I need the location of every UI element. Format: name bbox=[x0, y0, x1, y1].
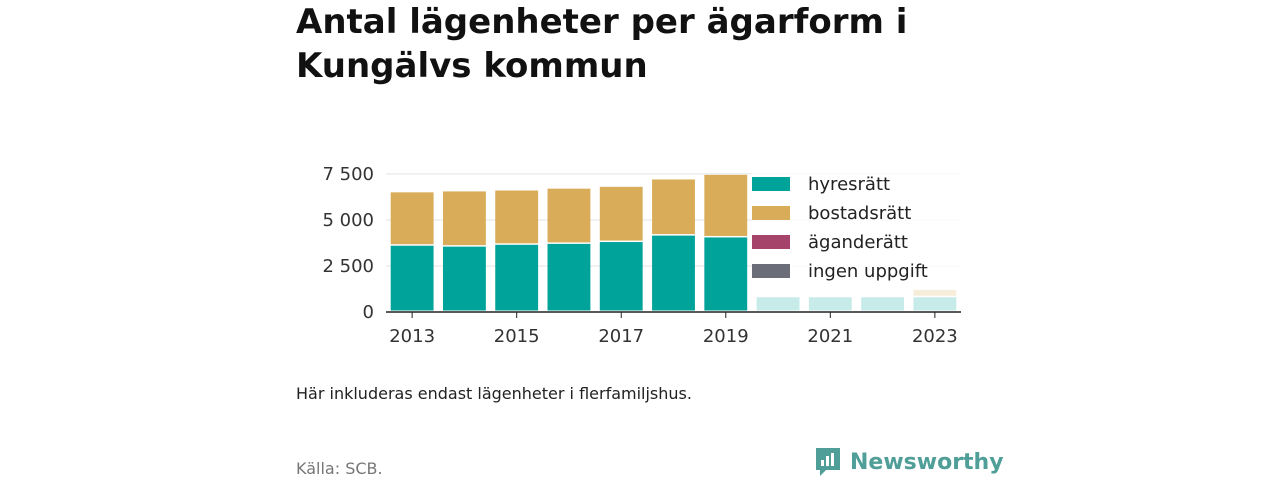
x-tick-label: 2017 bbox=[598, 326, 644, 347]
bar-segment bbox=[442, 191, 486, 246]
bar-segment bbox=[495, 244, 539, 311]
bar-segment bbox=[547, 188, 591, 243]
y-tick-label: 5 000 bbox=[322, 210, 374, 231]
bar-segment bbox=[704, 174, 748, 236]
y-tick-label: 7 500 bbox=[322, 164, 374, 185]
x-tick-label: 2019 bbox=[703, 326, 749, 347]
legend-swatch bbox=[752, 177, 790, 191]
x-tick-label: 2013 bbox=[389, 326, 435, 347]
bar-segment bbox=[599, 242, 643, 311]
chart-note: Här inkluderas endast lägenheter i flerf… bbox=[296, 384, 692, 403]
legend-label: bostadsrätt bbox=[808, 203, 911, 224]
legend-label: äganderätt bbox=[808, 232, 908, 253]
legend-label: hyresrätt bbox=[808, 174, 890, 195]
x-tick-label: 2021 bbox=[807, 326, 853, 347]
chart-title: Antal lägenheter per ägarform i Kungälvs… bbox=[296, 2, 908, 86]
source-text: Källa: SCB. bbox=[296, 459, 383, 478]
y-tick-label: 0 bbox=[363, 302, 374, 323]
bar-segment bbox=[442, 246, 486, 311]
bar-segment bbox=[390, 245, 434, 311]
x-tick-label: 2015 bbox=[494, 326, 540, 347]
newsworthy-logo-icon bbox=[816, 448, 840, 476]
brand-logo: Newsworthy bbox=[814, 446, 1004, 478]
legend-swatch bbox=[752, 264, 790, 278]
bar-segment bbox=[704, 237, 748, 311]
bar-segment bbox=[599, 186, 643, 241]
bar-segment bbox=[652, 179, 695, 235]
legend-swatch bbox=[752, 235, 790, 249]
bar-segment bbox=[495, 190, 539, 244]
x-tick-label: 2023 bbox=[912, 326, 958, 347]
y-tick-label: 2 500 bbox=[322, 256, 374, 277]
brand-name: Newsworthy bbox=[850, 449, 1004, 475]
legend-label: ingen uppgift bbox=[808, 261, 928, 282]
bar-segment bbox=[390, 192, 434, 245]
stacked-bar-chart: 0 2 500 5 000 7 500 2013 2015 2017 2019 2021 2023… bbox=[322, 164, 966, 347]
legend-swatch bbox=[752, 206, 790, 220]
bar-segment bbox=[547, 243, 591, 311]
bar-segment bbox=[652, 235, 695, 311]
